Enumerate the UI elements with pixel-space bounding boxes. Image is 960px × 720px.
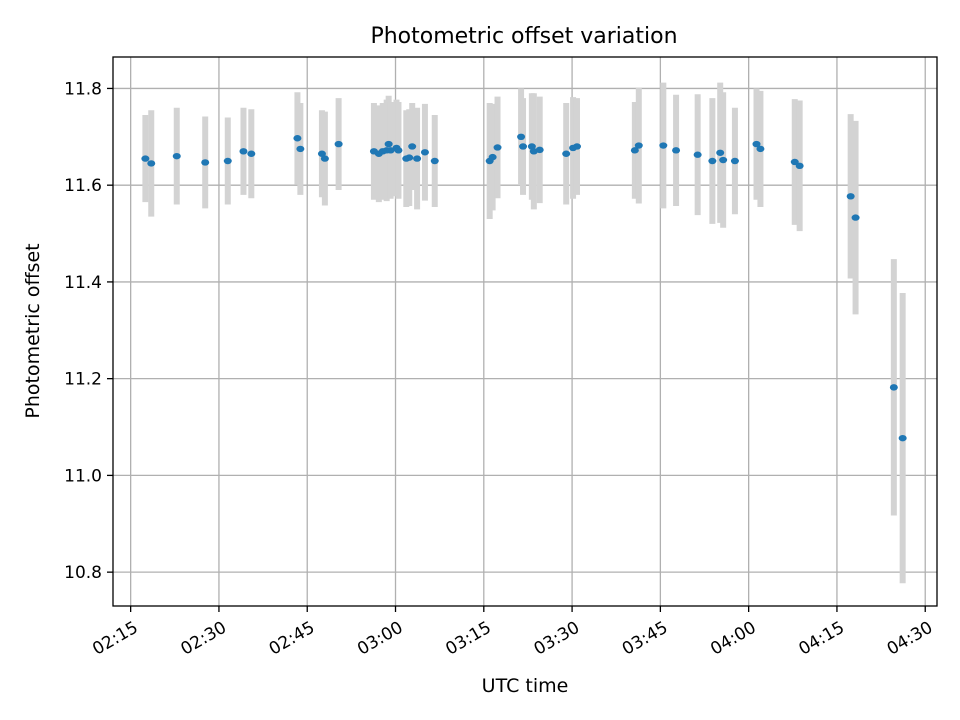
data-point — [386, 147, 395, 154]
data-point — [708, 157, 717, 165]
data-point — [430, 157, 439, 165]
y-tick-label: 11.8 — [64, 79, 102, 99]
data-point — [420, 149, 429, 156]
data-point — [752, 140, 761, 148]
data-point — [719, 156, 728, 164]
data-point — [562, 150, 571, 157]
data-point — [320, 155, 329, 162]
data-point — [790, 158, 799, 166]
data-point — [716, 149, 725, 156]
data-point — [488, 153, 497, 161]
data-point — [634, 142, 643, 149]
x-axis-label: UTC time — [482, 675, 569, 697]
data-point — [394, 147, 403, 154]
data-point — [334, 140, 343, 148]
y-axis-ticks: 10.8 11.0 11.2 11.4 11.6 11.8 — [64, 79, 113, 583]
data-point — [317, 150, 326, 157]
data-point — [672, 147, 681, 154]
plot-frame — [112, 56, 938, 607]
data-point — [223, 157, 232, 165]
data-point — [756, 145, 765, 153]
data-point — [517, 133, 526, 141]
data-points — [141, 133, 907, 442]
data-point — [572, 143, 581, 150]
y-tick-label: 10.8 — [64, 563, 102, 583]
data-point — [147, 160, 156, 167]
data-point — [519, 143, 528, 150]
data-point — [846, 193, 855, 200]
data-point — [527, 143, 536, 150]
data-point — [384, 140, 393, 148]
data-point — [296, 145, 305, 153]
data-point — [293, 135, 302, 142]
data-point — [413, 155, 422, 162]
data-point — [730, 157, 739, 165]
data-point — [630, 147, 639, 154]
chart-title: Photometric offset variation — [370, 24, 677, 49]
data-point — [693, 151, 702, 158]
data-point — [795, 162, 804, 170]
y-tick-label: 11.4 — [64, 273, 102, 293]
data-point — [889, 384, 898, 391]
data-point — [851, 214, 860, 221]
y-tick-label: 11.0 — [64, 466, 102, 486]
y-tick-label: 11.6 — [64, 176, 102, 196]
y-tick-label: 11.2 — [64, 370, 102, 390]
data-point — [659, 142, 668, 149]
data-point — [201, 159, 210, 166]
y-axis-label: Photometric offset — [22, 243, 44, 418]
data-point — [898, 434, 907, 442]
data-point — [535, 146, 544, 154]
data-point — [239, 148, 248, 155]
data-point — [493, 144, 502, 151]
data-point — [247, 150, 256, 157]
data-point — [405, 154, 414, 161]
data-point — [141, 155, 150, 162]
data-point — [172, 152, 181, 160]
data-point — [408, 143, 417, 150]
